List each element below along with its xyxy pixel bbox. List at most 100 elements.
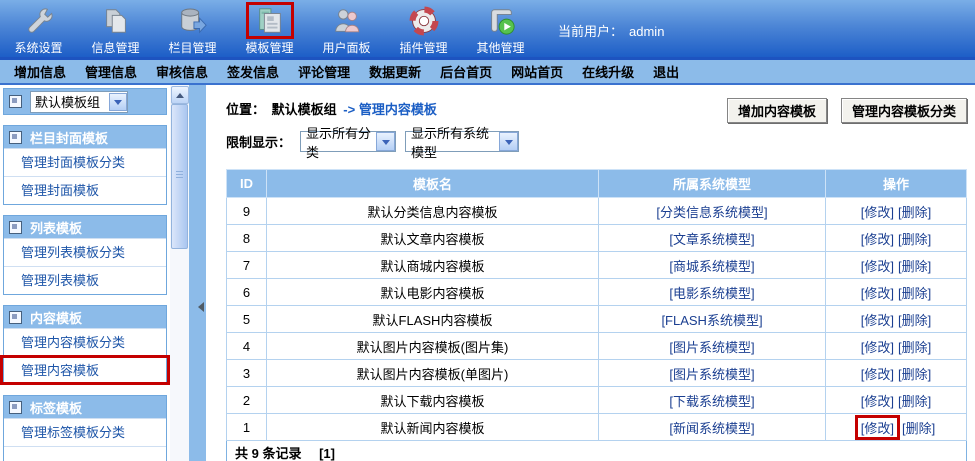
menubar-item-6[interactable]: 数据更新: [369, 65, 422, 80]
add-content-template-button[interactable]: 增加内容模板: [726, 98, 827, 123]
menubar-item-4[interactable]: 签发信息: [227, 65, 280, 80]
sidebar-item[interactable]: 管理内容模板分类: [4, 328, 166, 356]
column-header: 所属系统模型: [598, 169, 826, 198]
category-filter-select[interactable]: 显示所有分类: [300, 126, 397, 160]
delete-link[interactable]: [删除]: [898, 312, 932, 328]
collapse-toggle-icon[interactable]: [9, 220, 22, 234]
sidebar-item[interactable]: 管理封面模板分类: [4, 148, 166, 176]
model-link[interactable]: [文章系统模型]: [669, 231, 755, 247]
model-link[interactable]: [分类信息系统模型]: [656, 204, 768, 220]
model-link[interactable]: [FLASH系统模型]: [661, 312, 763, 328]
collapse-toggle-icon[interactable]: [9, 95, 22, 108]
chevron-down-icon[interactable]: [376, 132, 396, 151]
scroll-up-icon[interactable]: [171, 86, 189, 104]
breadcrumb-current-link[interactable]: -> 管理内容模板: [343, 102, 437, 117]
sidebar-section-title[interactable]: 栏目封面模板: [4, 126, 166, 148]
sidebar-item[interactable]: 管理列表模板: [4, 266, 166, 294]
menubar-item-7[interactable]: 后台首页: [440, 65, 493, 80]
template-group-bar: 默认模板组: [3, 88, 167, 115]
menubar-item-10[interactable]: 退出: [653, 65, 680, 80]
collapse-toggle-icon[interactable]: [9, 310, 22, 324]
model-link[interactable]: [下载系统模型]: [669, 393, 755, 409]
menubar-item-3[interactable]: 审核信息: [156, 65, 209, 80]
toolbar-item-5[interactable]: 用户面板: [308, 0, 385, 57]
cell-id: 4: [226, 332, 267, 360]
toolbar-item-1[interactable]: 系统设置: [0, 0, 77, 57]
model-filter-value: 显示所有系统模型: [411, 125, 490, 160]
database-icon: [180, 8, 207, 33]
edit-link[interactable]: [修改]: [860, 285, 894, 301]
model-link[interactable]: [电影系统模型]: [669, 285, 755, 301]
toolbar-item-3[interactable]: 栏目管理: [154, 0, 231, 57]
collapse-toggle-icon[interactable]: [9, 400, 22, 414]
cell-operations: [修改] [删除]: [825, 197, 967, 225]
sidebar-scrollbar[interactable]: [170, 85, 189, 461]
section-title-text: 标签模板: [30, 400, 83, 416]
sidebar-item[interactable]: 管理封面模板: [4, 176, 166, 204]
delete-link[interactable]: [删除]: [898, 366, 932, 382]
model-link[interactable]: [图片系统模型]: [669, 339, 755, 355]
edit-link[interactable]: [修改]: [860, 258, 894, 274]
delete-link[interactable]: [删除]: [902, 420, 936, 436]
icon-toolbar: 系统设置 信息管理 栏目管理 模板管理 用户面板 插件管理 其他管理: [0, 0, 539, 57]
chevron-down-icon[interactable]: [499, 132, 519, 151]
edit-link[interactable]: [修改]: [860, 231, 894, 247]
delete-link[interactable]: [删除]: [898, 258, 932, 274]
toolbar-item-2[interactable]: 信息管理: [77, 0, 154, 57]
cell-operations: [修改] [删除]: [825, 278, 967, 306]
menubar-item-1[interactable]: 增加信息: [14, 65, 67, 80]
edit-link[interactable]: [修改]: [860, 420, 894, 436]
template-group-value: 默认模板组: [35, 95, 101, 110]
model-link[interactable]: [新闻系统模型]: [669, 420, 755, 436]
section-title-text: 列表模板: [30, 220, 83, 236]
column-header: ID: [226, 169, 267, 198]
delete-link[interactable]: [删除]: [898, 339, 932, 355]
manage-template-category-button[interactable]: 管理内容模板分类: [840, 98, 967, 123]
toolbar-item-7[interactable]: 其他管理: [462, 0, 539, 57]
edit-link[interactable]: [修改]: [860, 204, 894, 220]
sidebar-section-title[interactable]: 列表模板: [4, 216, 166, 238]
cell-operations: [修改] [删除]: [825, 251, 967, 279]
content-area: 默认模板组 栏目封面模板 管理封面模板分类 管理封面模板 列表模板 管理列表模板分类 管理…: [0, 85, 975, 461]
panel-splitter[interactable]: [189, 85, 206, 461]
cell-model: [电影系统模型]: [598, 278, 826, 306]
menubar-item-5[interactable]: 评论管理: [298, 65, 351, 80]
record-count: 共 9 条记录: [235, 445, 302, 461]
collapse-left-icon[interactable]: [193, 302, 204, 312]
edit-link[interactable]: [修改]: [860, 366, 894, 382]
cell-template-name: 默认下载内容模板: [266, 386, 599, 414]
page-number[interactable]: [1]: [319, 445, 335, 461]
menubar-item-2[interactable]: 管理信息: [85, 65, 138, 80]
toolbar-item-6[interactable]: 插件管理: [385, 0, 462, 57]
breadcrumb: 位置： 默认模板组 -> 管理内容模板: [226, 99, 975, 118]
edit-link[interactable]: [修改]: [860, 393, 894, 409]
model-link[interactable]: [商城系统模型]: [669, 258, 755, 274]
sidebar-section-title[interactable]: 内容模板: [4, 306, 166, 328]
delete-link[interactable]: [删除]: [898, 204, 932, 220]
model-filter-select[interactable]: 显示所有系统模型: [405, 126, 520, 160]
model-link[interactable]: [图片系统模型]: [669, 366, 755, 382]
collapse-toggle-icon[interactable]: [9, 130, 22, 144]
scroll-play-icon: [490, 8, 515, 35]
toolbar-item-4[interactable]: 模板管理: [231, 0, 308, 57]
documents-icon: [105, 8, 126, 33]
toolbar-item-label: 信息管理: [91, 41, 140, 55]
sidebar-item-cutoff: [4, 446, 166, 461]
delete-link[interactable]: [删除]: [898, 285, 932, 301]
edit-link[interactable]: [修改]: [860, 312, 894, 328]
sidebar-item[interactable]: 管理列表模板分类: [4, 238, 166, 266]
sidebar-item[interactable]: 管理标签模板分类: [4, 418, 166, 446]
breadcrumb-label: 位置：: [226, 102, 266, 117]
edit-link[interactable]: [修改]: [860, 339, 894, 355]
delete-link[interactable]: [删除]: [898, 231, 932, 247]
sidebar-item[interactable]: 管理内容模板: [0, 355, 170, 385]
chevron-down-icon[interactable]: [109, 92, 127, 111]
cell-operations: [修改] [删除]: [825, 359, 967, 387]
menubar-item-9[interactable]: 在线升级: [582, 65, 635, 80]
menu-bar: 增加信息 管理信息 审核信息 签发信息 评论管理 数据更新 后台首页 网站首页 在线升级 退出: [0, 60, 975, 85]
menubar-item-8[interactable]: 网站首页: [511, 65, 564, 80]
template-group-select[interactable]: 默认模板组: [30, 90, 128, 113]
delete-link[interactable]: [删除]: [898, 393, 932, 409]
scrollbar-thumb[interactable]: [171, 104, 188, 249]
sidebar-section-title[interactable]: 标签模板: [4, 396, 166, 418]
